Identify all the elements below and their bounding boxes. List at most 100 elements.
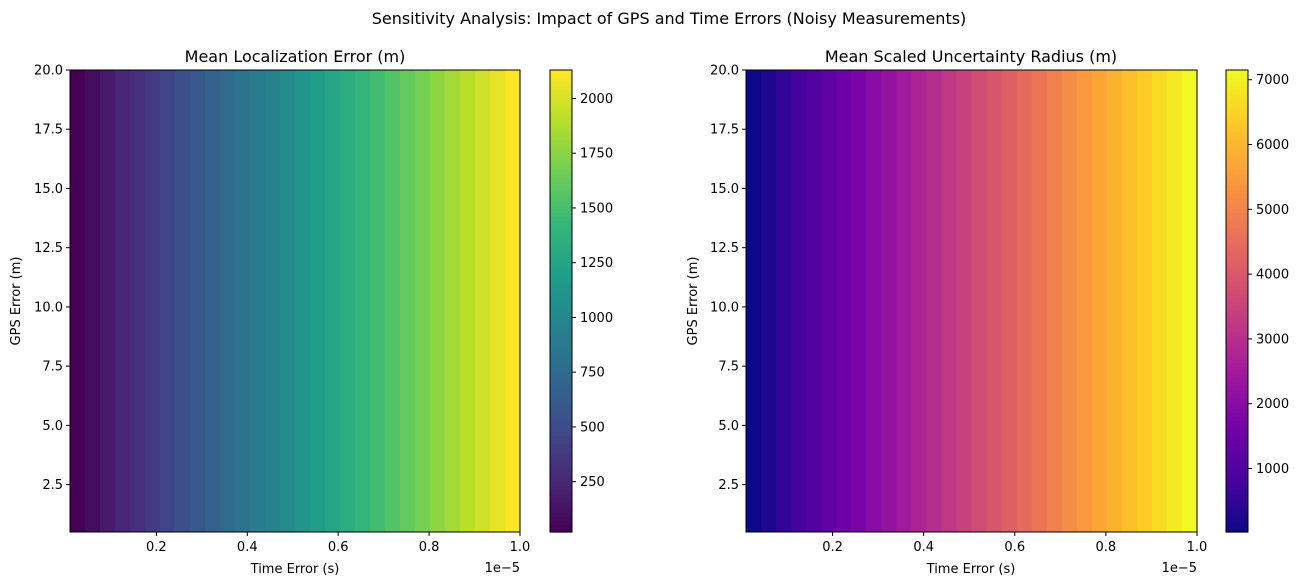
- colorbar-segment: [550, 193, 572, 198]
- heatmap-column: [85, 70, 101, 532]
- colorbar-segment: [550, 185, 572, 190]
- colorbar-segment: [550, 312, 572, 317]
- heatmap-column: [1106, 70, 1123, 532]
- colorbar-segment: [550, 250, 572, 256]
- colorbar-segment: [1226, 435, 1248, 441]
- colorbar-segment: [550, 120, 572, 125]
- colorbar-segment: [1226, 139, 1248, 144]
- heatmap-column: [490, 70, 506, 532]
- colorbar-segment: [1226, 285, 1248, 291]
- colorbar-segment: [550, 339, 572, 344]
- colorbar-segment: [550, 385, 572, 391]
- colorbar-segment: [1226, 362, 1248, 368]
- colorbar-segment: [1226, 297, 1248, 302]
- y-axis-ticks: 2.5 5.0 7.5 10.0 12.5 15.0 17.5 20.0: [710, 64, 746, 493]
- colorbar-segment: [550, 304, 572, 310]
- colorbar-segment: [550, 343, 572, 348]
- colorbar-segment: [550, 508, 572, 514]
- colorbar-segment: [1226, 374, 1248, 379]
- colorbar-tick-label: 4000: [1256, 268, 1289, 283]
- colorbar-segment: [1226, 408, 1248, 414]
- x-tick-label: 0.6: [328, 540, 349, 555]
- heatmap-column: [971, 70, 988, 532]
- colorbar-segment: [1226, 501, 1248, 506]
- heatmap-column: [896, 70, 912, 532]
- colorbar-segment: [1226, 335, 1248, 341]
- colorbar-segment: [1226, 327, 1248, 333]
- heatmap-column: [866, 70, 882, 532]
- plot-frame: [69, 69, 521, 533]
- colorbar-segment: [1226, 96, 1248, 102]
- colorbar-segment: [550, 170, 572, 175]
- colorbar-segment: [550, 154, 572, 160]
- colorbar-segment: [550, 331, 572, 337]
- colorbar-segment: [1226, 266, 1248, 271]
- chart-title: Mean Localization Error (m): [185, 47, 406, 66]
- heatmap-column: [761, 70, 777, 532]
- colorbar-segment: [550, 428, 572, 433]
- heatmap-column: [415, 70, 431, 532]
- colorbar-segment: [550, 177, 572, 183]
- colorbar-segment: [1226, 85, 1248, 90]
- colorbar-segment: [550, 131, 572, 137]
- colorbar-segment: [1226, 100, 1248, 106]
- colorbar-tick-label: 7000: [1256, 73, 1289, 88]
- y-tick-label: 7.5: [718, 360, 739, 375]
- heatmap-column: [1076, 70, 1093, 532]
- colorbar-segment: [550, 447, 572, 452]
- colorbar-segment: [550, 243, 572, 248]
- colorbar-segment: [550, 181, 572, 187]
- colorbar-tick-label: 1500: [580, 201, 613, 216]
- colorbar-segment: [1226, 104, 1248, 110]
- heatmap-panel-localization: Mean Localization Error (m) 0.2 0.4 0.6 0.8…: [9, 47, 613, 577]
- colorbar-segment: [1226, 466, 1248, 471]
- colorbar-segment: [1226, 147, 1248, 152]
- plot-frame: [745, 69, 1198, 533]
- colorbar-segment: [1226, 404, 1248, 410]
- colorbar-segment: [1226, 370, 1248, 375]
- colorbar-ticks: 1000 2000 3000 4000 5000 6000 7000: [1248, 73, 1289, 477]
- colorbar-segment: [550, 281, 572, 287]
- colorbar-segment: [1226, 378, 1248, 383]
- heatmap-column: [265, 70, 281, 532]
- colorbar-segment: [1226, 193, 1248, 198]
- colorbar-segment: [550, 258, 572, 264]
- colorbar-segment: [1226, 166, 1248, 171]
- colorbar-tick-label: 2000: [580, 92, 613, 107]
- colorbar-segment: [1226, 189, 1248, 194]
- colorbar-segment: [1226, 216, 1248, 221]
- y-tick-label: 2.5: [718, 478, 739, 493]
- colorbar-segment: [550, 489, 572, 495]
- colorbar-segment: [550, 158, 572, 163]
- colorbar-segment: [1226, 381, 1248, 387]
- x-tick-label: 1.0: [510, 540, 531, 555]
- x-axis-offset-label: 1e−5: [485, 561, 520, 576]
- colorbar-segment: [1226, 200, 1248, 206]
- colorbar-segment: [550, 481, 572, 487]
- heatmap-column: [986, 70, 1003, 532]
- colorbar-segment: [1226, 185, 1248, 190]
- heatmap-cells: [70, 70, 521, 532]
- colorbar-segment: [550, 381, 572, 387]
- colorbar-segment: [1226, 239, 1248, 244]
- colorbar-segment: [550, 408, 572, 414]
- heatmap-column: [400, 70, 416, 532]
- colorbar-segment: [550, 254, 572, 260]
- colorbar-segment: [1226, 401, 1248, 406]
- colorbar-segment: [1226, 497, 1248, 502]
- colorbar-segment: [550, 327, 572, 333]
- colorbar-segment: [1226, 366, 1248, 371]
- heatmap-column: [295, 70, 311, 532]
- colorbar-segment: [550, 505, 572, 510]
- heatmap-column: [370, 70, 386, 532]
- colorbar-segment: [1226, 293, 1248, 298]
- heatmap-column: [280, 70, 296, 532]
- heatmap-column: [385, 70, 401, 532]
- colorbar-segment: [1226, 424, 1248, 429]
- colorbar-segment: [550, 85, 572, 90]
- colorbar-segment: [1226, 493, 1248, 498]
- colorbar-segment: [1226, 220, 1248, 225]
- colorbar-segment: [550, 204, 572, 210]
- colorbar-frame: [549, 69, 573, 533]
- colorbar-segment: [550, 231, 572, 237]
